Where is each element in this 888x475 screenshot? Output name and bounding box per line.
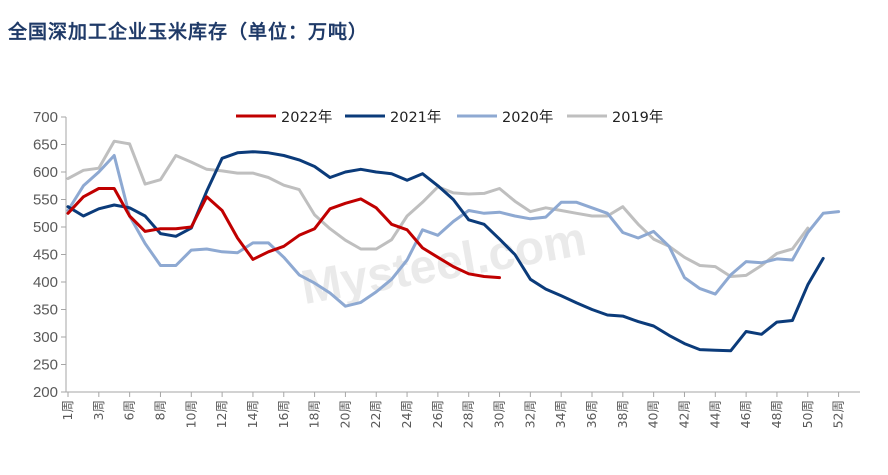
x-tick-label: 40周 (646, 400, 661, 428)
x-tick-label: 26周 (430, 400, 445, 428)
x-tick-label: 22周 (368, 400, 383, 428)
y-tick-label: 650 (33, 137, 58, 154)
x-tick-label: 1周 (60, 400, 75, 420)
y-tick-label: 350 (33, 302, 58, 319)
y-tick-label: 250 (33, 357, 58, 374)
y-tick-label: 450 (33, 247, 58, 264)
x-tick-label: 50周 (800, 400, 815, 428)
x-tick-label: 42周 (676, 400, 691, 428)
chart-legend: 2022年 2021年 2020年 2019年 (236, 109, 663, 126)
watermark-text: Mysteel.com (297, 213, 590, 315)
x-tick-label: 52周 (831, 400, 846, 428)
chart-axes: 200 250 300 350 400 450 500 550 600 650 700 1周 3周 6周 8… (33, 109, 860, 428)
x-tick-label: 30周 (492, 400, 507, 428)
legend-label: 2021年 (390, 109, 441, 126)
x-tick-label: 44周 (707, 400, 722, 428)
x-tick-label: 14周 (245, 400, 260, 428)
x-tick-label: 38周 (615, 400, 630, 428)
chart-title: 全国深加工企业玉米库存（单位：万吨） (8, 21, 369, 43)
legend-label: 2022年 (281, 109, 332, 126)
x-tick-label: 3周 (91, 400, 106, 420)
x-tick-label: 36周 (584, 400, 599, 428)
y-tick-label: 300 (33, 329, 58, 346)
x-tick-label: 28周 (461, 400, 476, 428)
x-tick-label: 34周 (553, 400, 568, 428)
y-tick-label: 400 (33, 274, 58, 291)
legend-label: 2020年 (502, 109, 553, 126)
x-tick-label: 6周 (122, 400, 137, 420)
x-tick-label: 10周 (183, 400, 198, 428)
y-tick-label: 200 (33, 384, 58, 401)
y-tick-label: 550 (33, 192, 58, 209)
series-lines (66, 139, 841, 353)
x-tick-label: 46周 (738, 400, 753, 428)
x-tick-label: 16周 (276, 400, 291, 428)
y-tick-label: 500 (33, 219, 58, 236)
x-tick-label: 20周 (337, 400, 352, 428)
series-line-2020年 (66, 154, 841, 308)
x-tick-label: 48周 (769, 400, 784, 428)
x-tick-label: 32周 (522, 400, 537, 428)
x-tick-label: 8周 (152, 400, 167, 420)
y-tick-label: 700 (33, 109, 58, 126)
x-tick-label: 24周 (399, 400, 414, 428)
legend-label: 2019年 (612, 109, 663, 126)
x-tick-label: 12周 (214, 400, 229, 428)
series-line-2022年 (66, 187, 501, 280)
x-tick-label: 18周 (307, 400, 322, 428)
y-tick-label: 600 (33, 164, 58, 181)
